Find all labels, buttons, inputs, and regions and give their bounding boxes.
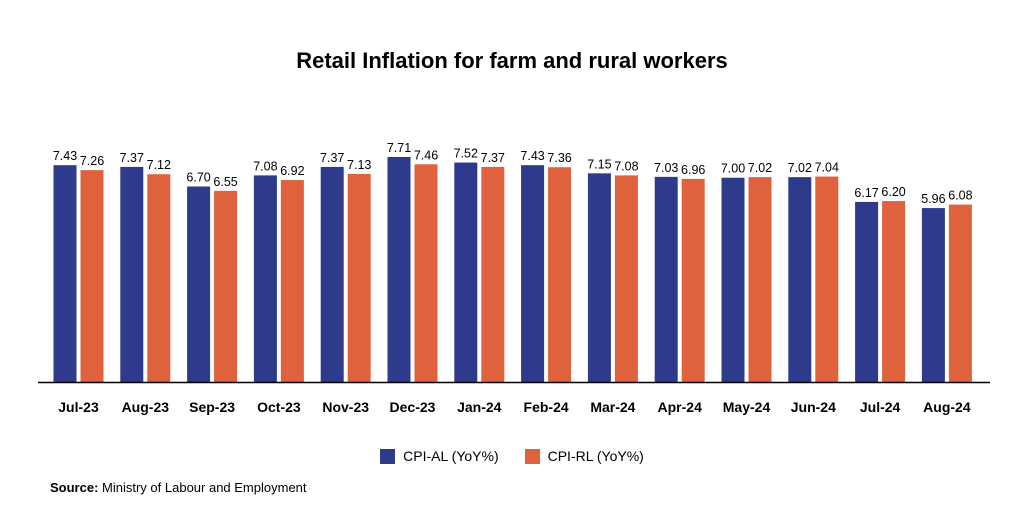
bar-cpi-al (587, 173, 611, 382)
data-label-cpi-rl: 7.36 (547, 151, 571, 165)
x-tick-label: Nov-23 (322, 399, 369, 415)
bar-cpi-al (53, 165, 77, 382)
data-label-cpi-al: 7.37 (120, 151, 144, 165)
bar-cpi-rl (414, 164, 438, 382)
data-label-cpi-al: 5.96 (921, 192, 945, 206)
x-tick-label: Jul-23 (58, 399, 99, 415)
bar-cpi-rl (548, 167, 572, 382)
data-label-cpi-rl: 7.12 (147, 158, 171, 172)
bar-cpi-rl (80, 170, 104, 382)
data-label-cpi-rl: 7.26 (80, 154, 104, 168)
data-label-cpi-al: 6.70 (186, 170, 210, 184)
bar-cpi-rl (614, 175, 638, 382)
legend-swatch-cpi-al (380, 448, 396, 464)
data-label-cpi-al: 7.15 (587, 157, 611, 171)
x-tick-label: Oct-23 (257, 399, 301, 415)
bar-cpi-al (788, 177, 812, 382)
bar-cpi-rl (347, 173, 371, 382)
source-text: Ministry of Labour and Employment (102, 480, 307, 495)
x-tick-label: Sep-23 (189, 399, 235, 415)
data-label-cpi-al: 7.71 (387, 141, 411, 155)
bar-cpi-al (654, 176, 678, 382)
x-tick-label: Mar-24 (590, 399, 635, 415)
data-label-cpi-al: 7.08 (253, 159, 277, 173)
data-label-cpi-al: 7.00 (721, 162, 745, 176)
x-tick-label: Jan-24 (457, 399, 502, 415)
legend-label-cpi-al: CPI-AL (YoY%) (403, 448, 499, 464)
bar-cpi-rl (815, 176, 839, 382)
bar-cpi-rl (214, 190, 238, 382)
data-label-cpi-rl: 7.04 (815, 161, 839, 175)
data-label-cpi-rl: 7.08 (614, 159, 638, 173)
x-tick-label: Feb-24 (524, 399, 569, 415)
data-label-cpi-rl: 7.13 (347, 158, 371, 172)
source-note: Source: Ministry of Labour and Employmen… (50, 480, 307, 495)
bar-cpi-al (921, 208, 945, 382)
data-label-cpi-rl: 6.55 (213, 175, 237, 189)
data-label-cpi-al: 7.52 (454, 147, 478, 161)
x-tick-label: May-24 (723, 399, 771, 415)
x-tick-label: Aug-23 (122, 399, 170, 415)
data-label-cpi-rl: 6.20 (881, 185, 905, 199)
source-label: Source: (50, 480, 99, 495)
data-label-cpi-rl: 6.96 (681, 163, 705, 177)
data-label-cpi-al: 7.43 (520, 149, 544, 163)
bar-cpi-al (253, 175, 277, 382)
data-label-cpi-rl: 6.92 (280, 164, 304, 178)
bar-cpi-rl (882, 201, 906, 382)
bar-cpi-al (320, 166, 344, 382)
bar-cpi-al (454, 162, 478, 382)
bar-cpi-al (120, 166, 144, 382)
x-tick-label: Aug-24 (923, 399, 971, 415)
data-label-cpi-al: 7.43 (53, 149, 77, 163)
bar-cpi-al (187, 186, 211, 382)
chart-legend: CPI-AL (YoY%) CPI-RL (YoY%) (0, 448, 1024, 464)
bar-cpi-rl (948, 204, 972, 382)
bar-cpi-al (855, 201, 879, 382)
x-tick-label: Dec-23 (390, 399, 436, 415)
legend-label-cpi-rl: CPI-RL (YoY%) (547, 448, 644, 464)
legend-item-cpi-al: CPI-AL (YoY%) (380, 448, 499, 464)
data-label-cpi-rl: 6.08 (948, 189, 972, 203)
bar-cpi-rl (681, 178, 705, 382)
bar-cpi-rl (481, 166, 505, 382)
bar-cpi-rl (147, 174, 171, 382)
data-label-cpi-rl: 7.02 (748, 161, 772, 175)
data-label-cpi-al: 7.02 (788, 161, 812, 175)
bar-cpi-al (387, 157, 411, 382)
data-label-cpi-al: 7.37 (320, 151, 344, 165)
data-label-cpi-rl: 7.37 (481, 151, 505, 165)
bar-cpi-al (521, 165, 545, 382)
chart-title: Retail Inflation for farm and rural work… (296, 48, 728, 73)
data-label-cpi-al: 6.17 (854, 186, 878, 200)
legend-swatch-cpi-rl (524, 448, 540, 464)
bar-cpi-al (721, 177, 745, 382)
x-tick-label: Apr-24 (658, 399, 703, 415)
data-label-cpi-rl: 7.46 (414, 148, 438, 162)
x-tick-label: Jul-24 (860, 399, 901, 415)
data-label-cpi-al: 7.03 (654, 161, 678, 175)
bar-cpi-rl (280, 180, 304, 382)
x-tick-label: Jun-24 (791, 399, 836, 415)
bar-cpi-rl (748, 177, 772, 382)
legend-item-cpi-rl: CPI-RL (YoY%) (524, 448, 644, 464)
